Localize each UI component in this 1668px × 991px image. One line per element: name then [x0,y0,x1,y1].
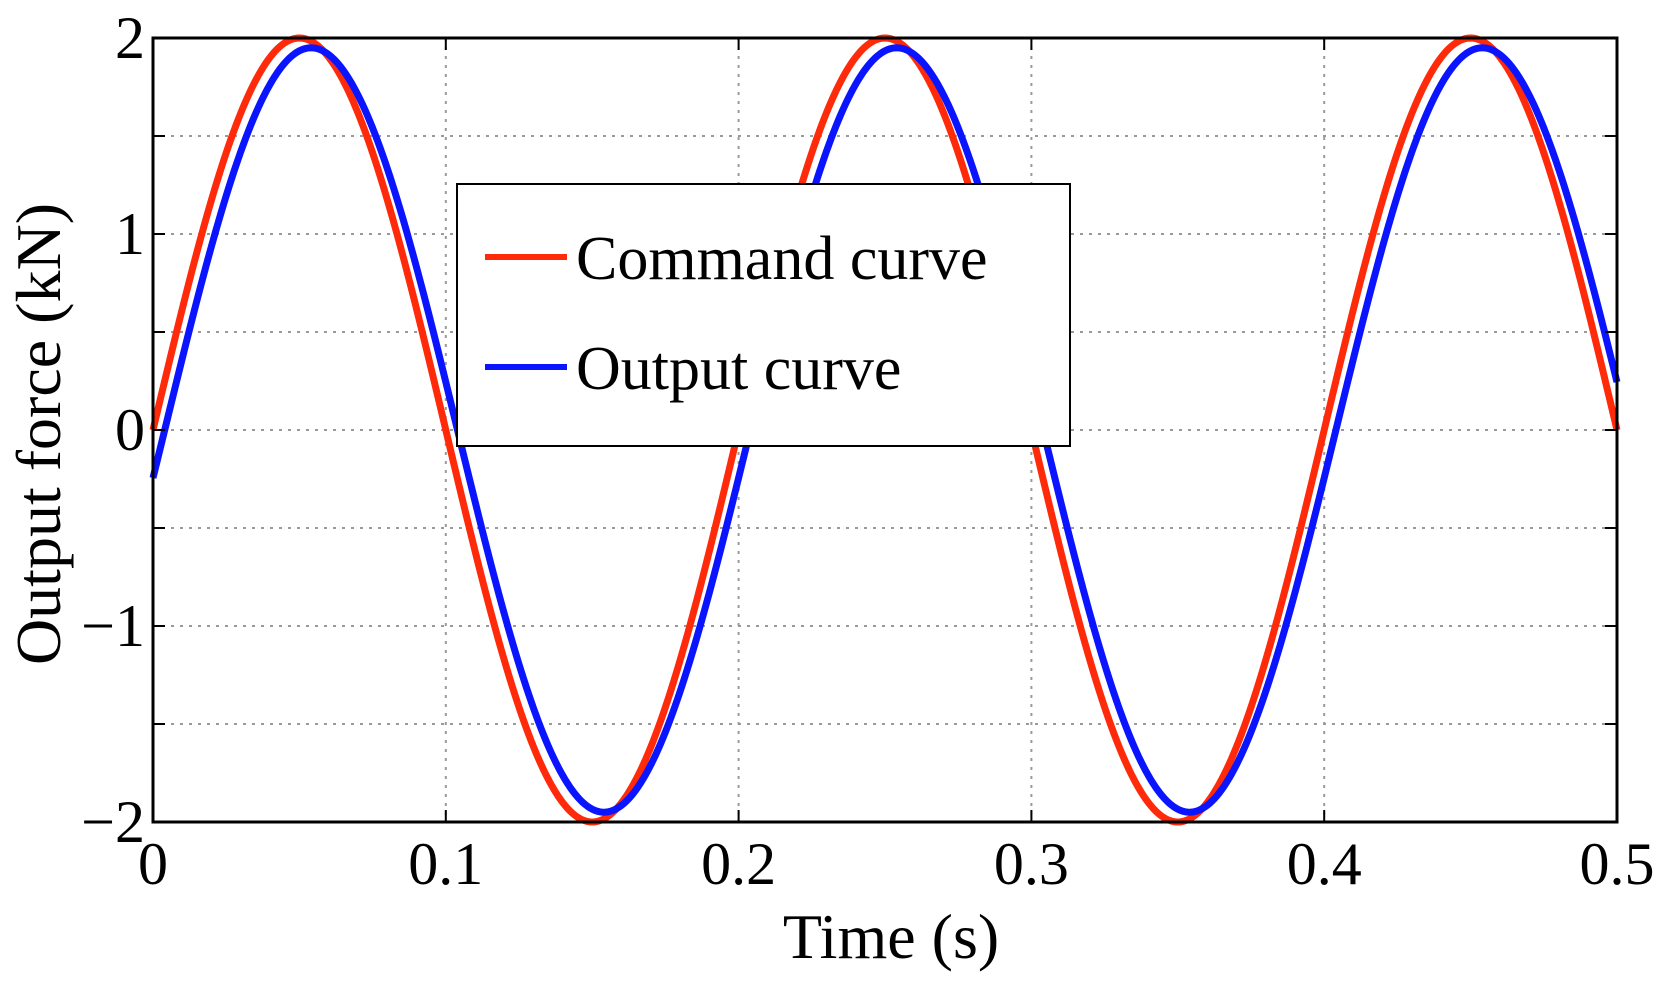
y-tick-label: 0 [115,397,145,463]
legend-label-output: Output curve [576,335,901,403]
y-tick-label: 1 [115,201,145,267]
x-tick-label: 0.2 [701,831,776,897]
x-tick-label: 0.4 [1287,831,1362,897]
x-tick-label: 0 [138,831,168,897]
tick-labels: 0 0.1 0.2 0.3 0.4 0.5 −2 −1 0 1 2 [81,5,1654,897]
legend: Command curve Output curve [456,183,1071,447]
x-tick-label: 0.3 [994,831,1069,897]
legend-label-command: Command curve [576,225,988,293]
x-tick-label: 0.1 [408,831,483,897]
x-tick-label: 0.5 [1580,831,1655,897]
series-line-output [149,44,1621,816]
x-axis-label: Time (s) [783,901,999,972]
legend-box [456,183,1071,447]
y-tick-label: −1 [81,593,145,659]
y-tick-label: 2 [115,5,145,71]
y-axis-label: Output force (kN) [3,203,74,665]
axis-ticks [152,37,1618,823]
y-tick-label: −2 [81,789,145,855]
